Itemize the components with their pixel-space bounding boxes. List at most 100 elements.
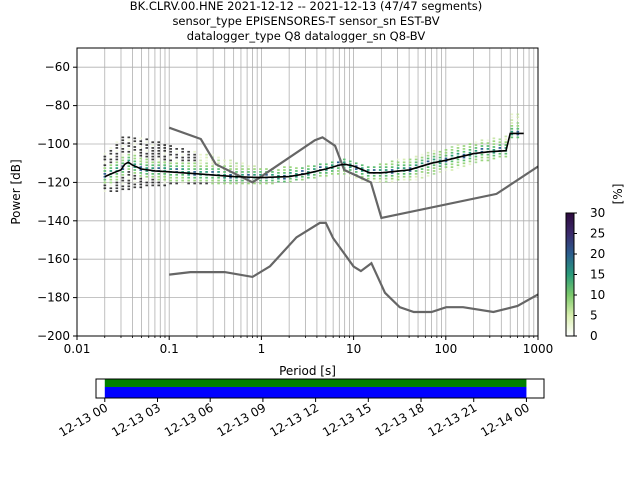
density-cell: [151, 161, 155, 164]
chart-title-line-3: datalogger_type Q8 datalogger_sn Q8-BV: [187, 29, 426, 43]
density-cell: [127, 176, 131, 179]
density-cell: [450, 163, 454, 166]
density-cell: [504, 144, 508, 146]
density-cell: [241, 171, 244, 173]
density-cell: [372, 169, 376, 171]
density-cell: [109, 155, 113, 158]
density-cell: [277, 180, 280, 183]
density-cell: [169, 156, 172, 159]
density-cell: [444, 163, 448, 166]
density-cell: [444, 148, 448, 151]
density-cell: [223, 162, 226, 165]
density-cell: [354, 171, 358, 173]
y-tick-label: −60: [45, 60, 70, 74]
density-cell: [336, 161, 340, 164]
density-cell: [157, 155, 161, 158]
colorbar-gradient: [565, 212, 575, 337]
density-cell: [109, 175, 113, 178]
density-cell: [181, 165, 184, 168]
density-cell: [121, 136, 125, 139]
density-cell: [301, 170, 304, 172]
density-cell: [360, 170, 364, 172]
density-cell: [133, 146, 137, 148]
density-cell: [516, 127, 520, 130]
density-cell: [348, 169, 352, 171]
density-cell: [420, 168, 424, 170]
density-cell: [145, 149, 149, 152]
density-cell: [163, 184, 167, 187]
density-cell: [325, 163, 328, 166]
density-cell: [193, 165, 196, 168]
density-cell: [372, 177, 376, 180]
density-cell: [265, 173, 268, 176]
density-cell: [378, 169, 382, 171]
density-cell: [169, 176, 172, 179]
density-cell: [402, 161, 406, 164]
density-cell: [145, 178, 149, 181]
density-cell: [444, 160, 448, 163]
density-cell: [295, 167, 298, 169]
density-cell: [307, 176, 310, 179]
time-tick-label: 12-13 12: [267, 400, 321, 439]
density-cell: [145, 144, 149, 146]
density-cell: [235, 168, 238, 170]
density-cell: [169, 162, 172, 165]
density-cell: [121, 148, 125, 150]
density-cell: [187, 182, 190, 185]
density-cell: [151, 178, 155, 181]
density-cell: [342, 158, 346, 161]
density-cell: [127, 173, 131, 176]
density-cell: [175, 173, 178, 176]
density-cell: [360, 178, 364, 181]
density-cell: [241, 173, 244, 176]
density-cell: [510, 122, 514, 124]
density-cell: [277, 177, 280, 180]
density-cell: [175, 176, 178, 179]
density-cell: [115, 187, 119, 190]
density-cell: [217, 159, 220, 162]
density-cell: [145, 175, 149, 178]
colorbar-ticks: 0 5 10 15 20 25 30: [574, 206, 605, 343]
density-cell: [139, 154, 143, 157]
density-cell: [402, 158, 406, 161]
density-cell: [450, 148, 454, 151]
density-cell: [121, 153, 125, 156]
density-cell: [277, 172, 280, 174]
density-cell: [271, 171, 274, 173]
density-cell: [115, 155, 119, 158]
density-cell: [229, 159, 232, 162]
density-cell: [438, 162, 442, 165]
density-cell: [127, 188, 131, 191]
density-cell: [121, 179, 125, 182]
density-cell: [378, 177, 382, 180]
density-cell: [109, 161, 113, 164]
density-cell: [139, 160, 143, 163]
density-cell: [133, 137, 137, 140]
density-cell: [510, 124, 514, 127]
density-cell: [121, 173, 125, 176]
density-cell: [151, 181, 155, 184]
density-cell: [115, 161, 119, 164]
density-cell: [504, 138, 508, 141]
density-cell: [145, 138, 149, 141]
density-cell: [217, 179, 220, 182]
density-cell: [157, 175, 161, 178]
density-cell: [175, 156, 178, 159]
density-cell: [163, 175, 167, 178]
density-cell: [163, 158, 167, 161]
density-cell: [169, 173, 172, 176]
density-cell: [139, 148, 143, 151]
density-cell: [432, 158, 436, 161]
density-cell: [402, 164, 406, 167]
colorbar-tick-label: 10: [590, 288, 605, 302]
density-cell: [187, 176, 190, 179]
density-cell: [139, 186, 143, 189]
x-tick-label: 1000: [523, 342, 554, 356]
density-cell: [121, 171, 125, 173]
density-cell: [474, 147, 478, 149]
density-cell: [414, 170, 418, 172]
density-cell: [211, 165, 214, 168]
density-cell: [330, 164, 334, 167]
density-cell: [145, 152, 149, 155]
density-cell: [187, 171, 190, 173]
